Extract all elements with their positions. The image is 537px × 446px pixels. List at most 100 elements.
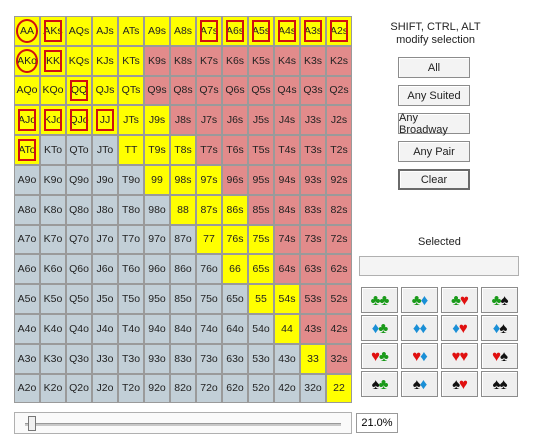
hand-cell[interactable]: JJ (92, 105, 118, 136)
hand-cell[interactable]: 73o (196, 343, 222, 374)
hand-cell[interactable]: TT (118, 135, 144, 165)
hand-cell[interactable]: 65o (222, 284, 248, 314)
hand-cell[interactable]: A6o (14, 254, 40, 285)
hand-cell[interactable]: KQo (40, 75, 66, 106)
suit-combo-button[interactable]: ♣ ♥ (441, 287, 478, 313)
hand-cell[interactable]: A4o (14, 314, 40, 344)
hand-cell[interactable]: 52s (326, 284, 352, 314)
all-button[interactable]: All (398, 57, 470, 78)
hand-cell[interactable]: Q8o (66, 194, 92, 225)
hand-cell[interactable]: 54s (274, 284, 300, 314)
hand-cell[interactable]: T8s (170, 135, 196, 165)
hand-cell[interactable]: J4s (274, 105, 300, 136)
hand-cell[interactable]: K8s (170, 45, 196, 76)
hand-cell[interactable]: A7o (14, 224, 40, 255)
hand-cell[interactable]: K2o (40, 373, 66, 404)
suit-combo-button[interactable]: ♠ ♥ (441, 371, 478, 397)
hand-cell[interactable]: 86o (170, 254, 196, 285)
hand-cell[interactable]: T6s (222, 135, 248, 165)
hand-cell[interactable]: 96o (144, 254, 170, 285)
hand-cell[interactable]: 22 (326, 373, 352, 404)
hand-cell[interactable]: 84o (170, 314, 196, 344)
hand-cell[interactable]: A7s (196, 16, 222, 46)
suit-combo-button[interactable]: ♣ ♠ (481, 287, 518, 313)
hand-cell[interactable]: K5o (40, 284, 66, 314)
hand-cell[interactable]: J8s (170, 105, 196, 136)
hand-cell[interactable]: KTo (40, 135, 66, 165)
hand-cell[interactable]: 95s (248, 165, 274, 195)
hand-cell[interactable]: T4o (118, 314, 144, 344)
hand-cell[interactable]: J3o (92, 343, 118, 374)
hand-cell[interactable]: 54o (248, 314, 274, 344)
suit-combo-button[interactable]: ♠ ♣ (361, 371, 398, 397)
hand-cell[interactable]: A4s (274, 16, 300, 46)
hand-cell[interactable]: 75s (248, 224, 274, 255)
range-percent-field[interactable]: 21.0% (356, 413, 398, 433)
hand-cell[interactable]: 53o (248, 343, 274, 374)
hand-cell[interactable]: 53s (300, 284, 326, 314)
hand-cell[interactable]: 83o (170, 343, 196, 374)
hand-cell[interactable]: 94s (274, 165, 300, 195)
hand-cell[interactable]: T3s (300, 135, 326, 165)
hand-cell[interactable]: 75o (196, 284, 222, 314)
range-slider[interactable] (14, 412, 352, 434)
hand-cell[interactable]: KQs (66, 45, 92, 76)
hand-cell[interactable]: AJs (92, 16, 118, 46)
hand-cell[interactable]: T2s (326, 135, 352, 165)
hand-cell[interactable]: 43s (300, 314, 326, 344)
hand-cell[interactable]: 62s (326, 254, 352, 285)
hand-cell[interactable]: KJs (92, 45, 118, 76)
hand-cell[interactable]: 76o (196, 254, 222, 285)
suit-combo-button[interactable]: ♥ ♣ (361, 343, 398, 369)
suit-combo-button[interactable]: ♠ ♦ (401, 371, 438, 397)
hand-cell[interactable]: T7s (196, 135, 222, 165)
hand-cell[interactable]: Q2o (66, 373, 92, 404)
hand-cell[interactable]: 63o (222, 343, 248, 374)
hand-cell[interactable]: Q4s (274, 75, 300, 106)
hand-cell[interactable]: T9o (118, 165, 144, 195)
hand-cell[interactable]: 64o (222, 314, 248, 344)
hand-cell[interactable]: 93o (144, 343, 170, 374)
hand-cell[interactable]: 97o (144, 224, 170, 255)
hand-cell[interactable]: AKo (14, 45, 40, 76)
hand-cell[interactable]: Q5s (248, 75, 274, 106)
hand-cell[interactable]: Q9s (144, 75, 170, 106)
hand-cell[interactable]: J6s (222, 105, 248, 136)
hand-cell[interactable]: 52o (248, 373, 274, 404)
hand-cell[interactable]: 94o (144, 314, 170, 344)
hand-cell[interactable]: Q7o (66, 224, 92, 255)
hand-cell[interactable]: Q8s (170, 75, 196, 106)
hand-cell[interactable]: T5o (118, 284, 144, 314)
selected-field[interactable] (359, 256, 519, 276)
hand-cell[interactable]: K9s (144, 45, 170, 76)
hand-cell[interactable]: 87s (196, 194, 222, 225)
suit-combo-button[interactable]: ♦ ♣ (361, 315, 398, 341)
hand-cell[interactable]: J4o (92, 314, 118, 344)
hand-cell[interactable]: 83s (300, 194, 326, 225)
hand-cell[interactable]: 97s (196, 165, 222, 195)
hand-cell[interactable]: QTs (118, 75, 144, 106)
hand-cell[interactable]: 98o (144, 194, 170, 225)
hand-cell[interactable]: 73s (300, 224, 326, 255)
suit-combo-button[interactable]: ♥ ♥ (441, 343, 478, 369)
hand-cell[interactable]: K4s (274, 45, 300, 76)
hand-cell[interactable]: Q6s (222, 75, 248, 106)
hand-cell[interactable]: K3o (40, 343, 66, 374)
hand-cell[interactable]: Q3o (66, 343, 92, 374)
hand-cell[interactable]: 44 (274, 314, 300, 344)
hand-cell[interactable]: 92s (326, 165, 352, 195)
hand-cell[interactable]: J7s (196, 105, 222, 136)
hand-cell[interactable]: J3s (300, 105, 326, 136)
hand-cell[interactable]: J5o (92, 284, 118, 314)
any-pair-button[interactable]: Any Pair (398, 141, 470, 162)
hand-cell[interactable]: Q9o (66, 165, 92, 195)
hand-cell[interactable]: 33 (300, 343, 326, 374)
hand-cell[interactable]: A8s (170, 16, 196, 46)
hand-cell[interactable]: 42s (326, 314, 352, 344)
hand-cell[interactable]: A2s (326, 16, 352, 46)
hand-cell[interactable]: 96s (222, 165, 248, 195)
hand-cell[interactable]: A2o (14, 373, 40, 404)
hand-cell[interactable]: 72s (326, 224, 352, 255)
hand-cell[interactable]: Q4o (66, 314, 92, 344)
hand-cell[interactable]: T3o (118, 343, 144, 374)
